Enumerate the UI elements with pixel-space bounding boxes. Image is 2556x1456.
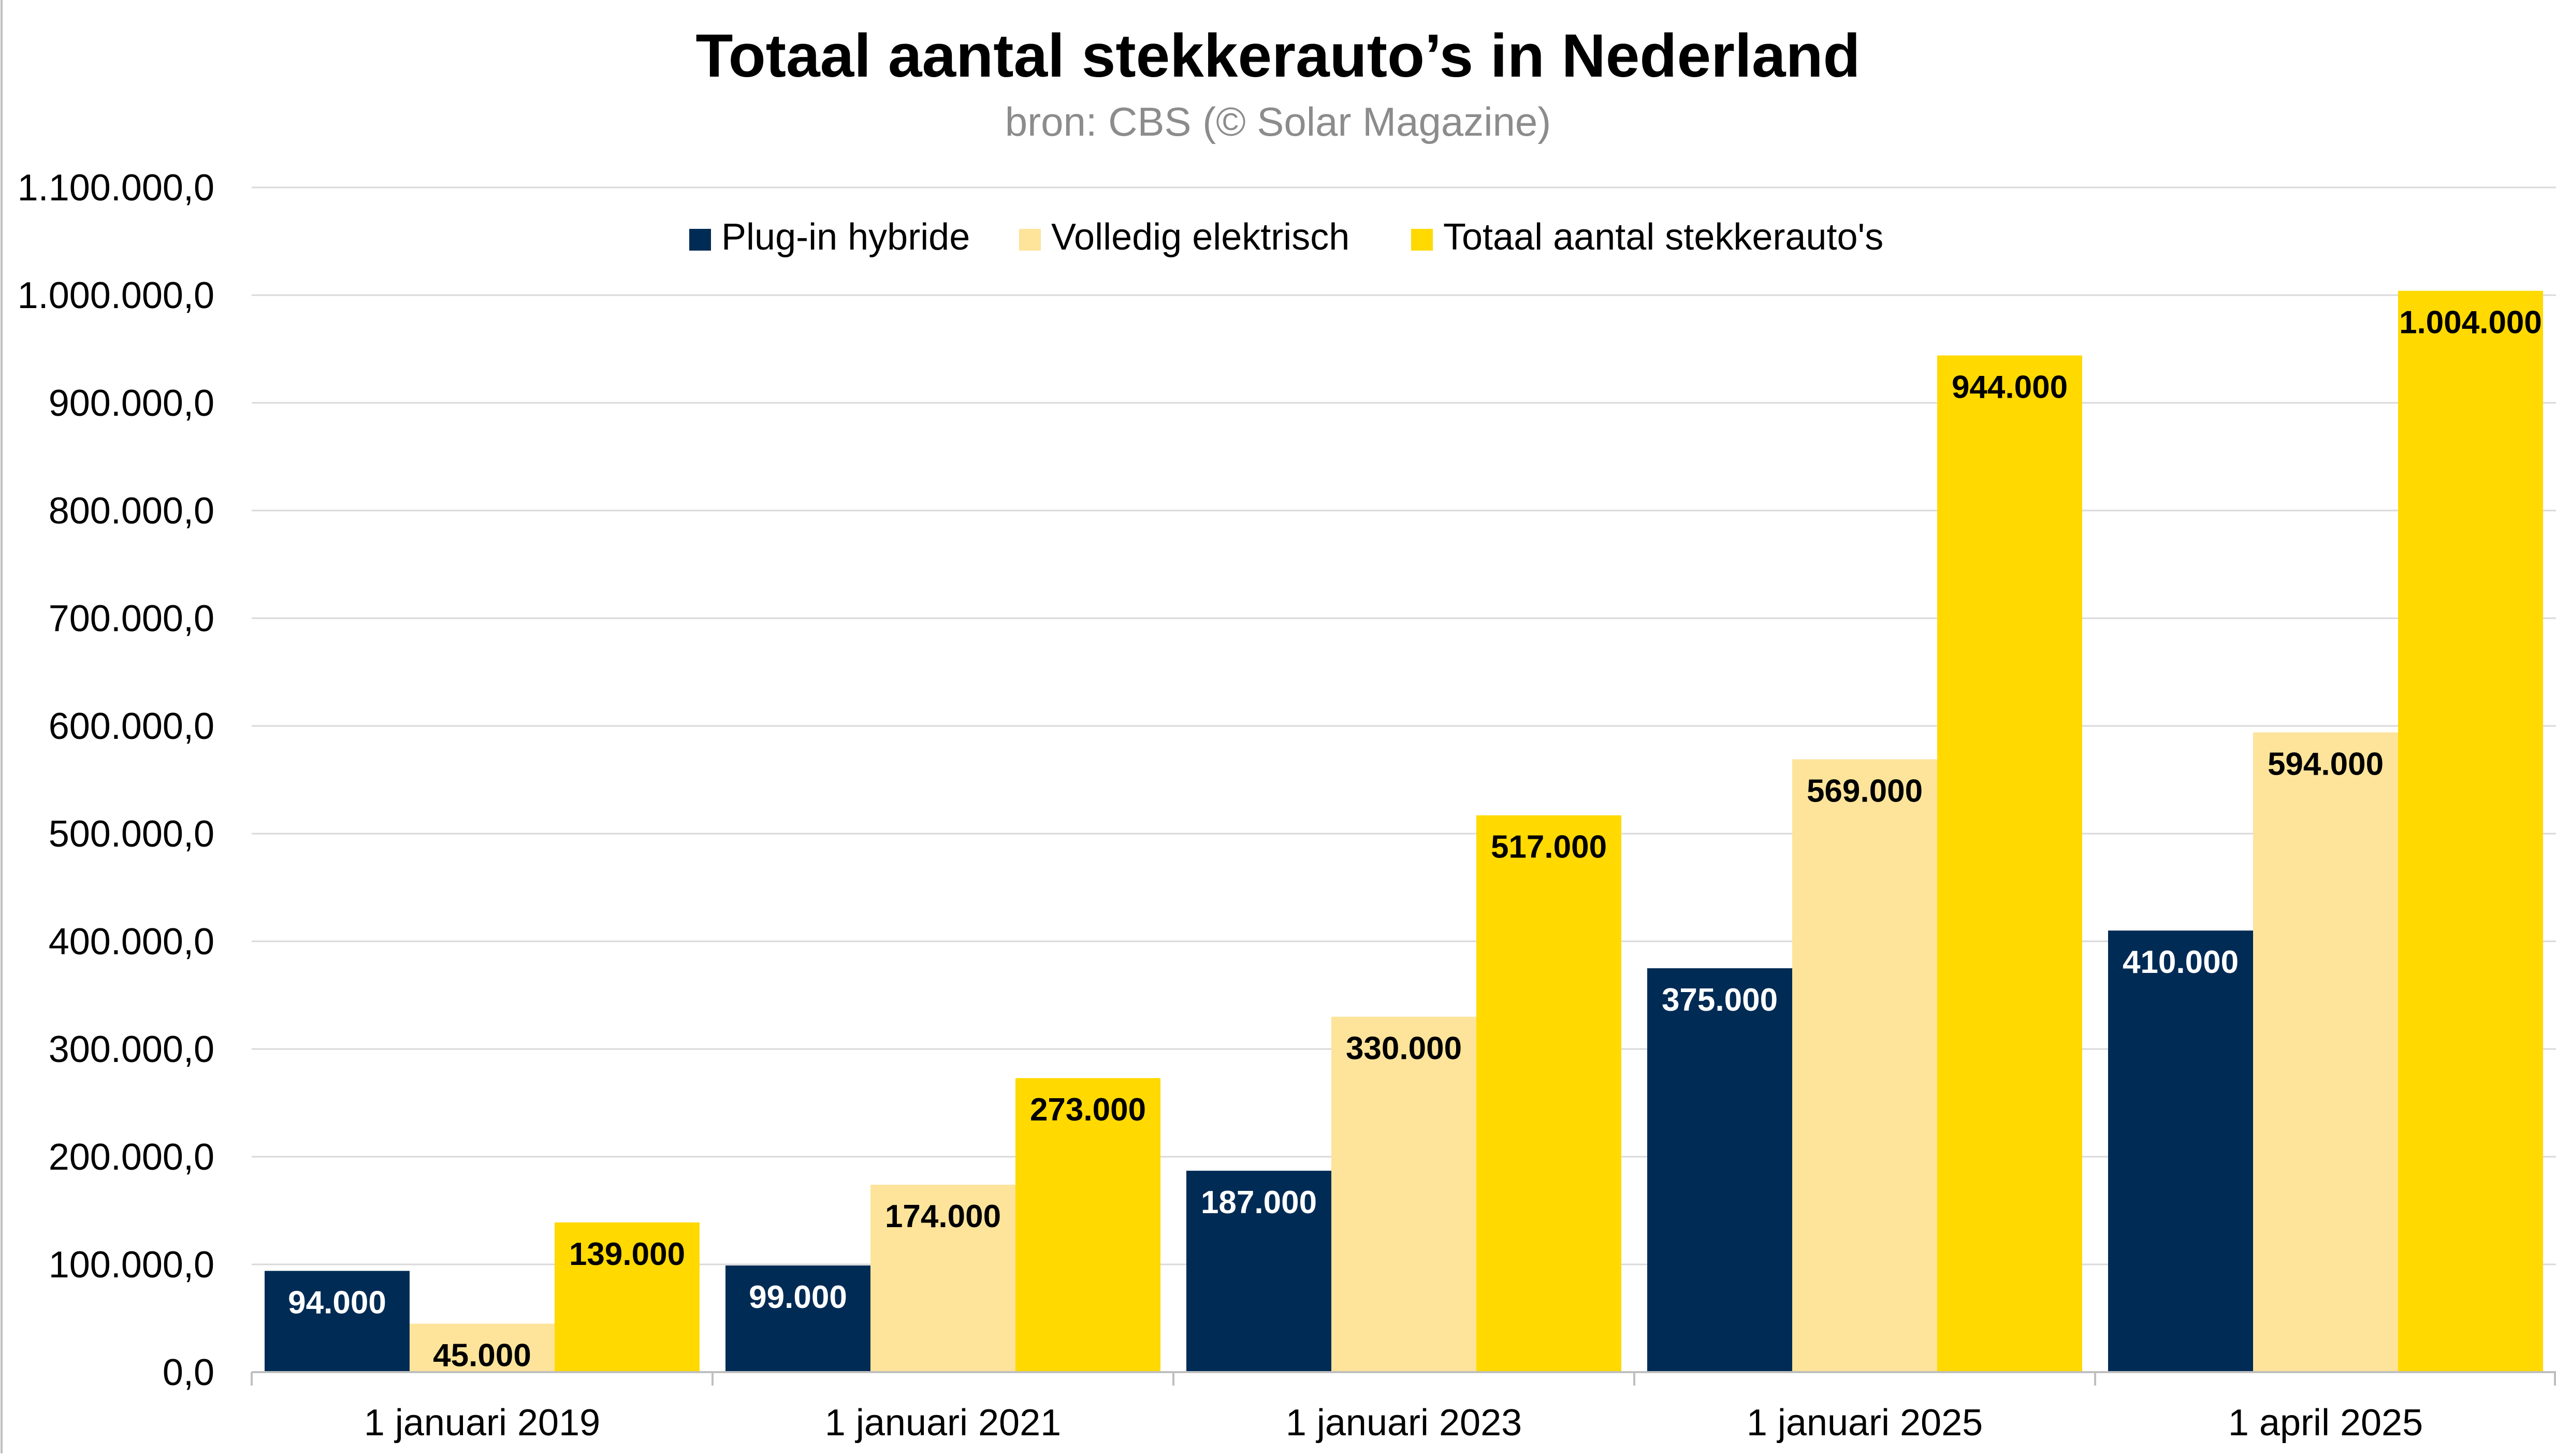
y-tick-label: 500.000,0	[49, 813, 214, 855]
x-tick-label: 1 januari 2019	[364, 1402, 600, 1444]
data-label: 594.000	[2268, 746, 2384, 782]
x-tick-label: 1 april 2025	[2228, 1402, 2423, 1444]
y-tick-label: 700.000,0	[49, 598, 214, 639]
y-tick-label: 600.000,0	[49, 706, 214, 747]
y-tick-label: 200.000,0	[49, 1137, 214, 1178]
data-label: 187.000	[1201, 1185, 1317, 1220]
bar-3-1	[555, 1222, 700, 1372]
data-label: 410.000	[2123, 944, 2239, 980]
y-tick-label: 0,0	[163, 1352, 214, 1393]
bar-1-4	[1647, 968, 1792, 1372]
legend-label: Volledig elektrisch	[1051, 216, 1349, 258]
legend-label: Plug-in hybride	[721, 216, 970, 258]
data-label: 569.000	[1807, 773, 1923, 809]
y-tick-label: 1.100.000,0	[18, 167, 214, 209]
x-tick-label: 1 januari 2023	[1286, 1402, 1522, 1444]
legend-swatch	[1019, 229, 1041, 251]
bar-1-5	[2108, 930, 2253, 1372]
bar-1-3	[1186, 1171, 1331, 1372]
x-tick-label: 1 januari 2021	[825, 1402, 1061, 1444]
chart-subtitle: bron: CBS (© Solar Magazine)	[1005, 99, 1551, 144]
x-axis: 1 januari 2019 1 januari 2021 1 januari 20…	[251, 1371, 2556, 1444]
legend: Plug-in hybride Volledig elektrisch Totaal…	[689, 216, 1883, 258]
y-axis: 0,0 100.000,0 200.000,0 300.000,0 400.000,0 5…	[18, 167, 214, 1393]
bar-2-3	[1331, 1016, 1476, 1372]
y-tick-label: 800.000,0	[49, 490, 214, 532]
bar-2-4	[1792, 759, 1937, 1372]
bar-1-1	[265, 1271, 410, 1372]
data-label: 517.000	[1491, 829, 1607, 865]
bar-3-3	[1476, 815, 1621, 1372]
data-label: 174.000	[885, 1199, 1001, 1234]
chart-title: Totaal aantal stekkerauto’s in Nederland	[695, 22, 1860, 90]
legend-swatch	[1411, 229, 1433, 251]
y-tick-label: 100.000,0	[49, 1244, 214, 1286]
data-label: 99.000	[749, 1279, 847, 1315]
bar-2-2	[870, 1185, 1015, 1372]
data-label: 139.000	[569, 1236, 685, 1272]
bar-3-2	[1015, 1078, 1160, 1372]
data-label: 273.000	[1030, 1092, 1146, 1128]
data-label: 944.000	[1952, 369, 2068, 405]
data-label: 94.000	[288, 1285, 386, 1320]
y-tick-label: 400.000,0	[49, 921, 214, 963]
x-tick-label: 1 januari 2025	[1747, 1402, 1983, 1444]
y-tick-label: 1.000.000,0	[18, 275, 214, 316]
bar-3-5	[2398, 290, 2543, 1373]
bar-2-1	[410, 1323, 555, 1372]
data-label: 1.004.000	[2399, 305, 2542, 341]
legend-label: Totaal aantal stekkerauto's	[1443, 216, 1883, 258]
bar-1-2	[725, 1265, 870, 1372]
bars	[265, 290, 2543, 1373]
y-tick-label: 900.000,0	[49, 383, 214, 424]
bar-3-4	[1937, 355, 2082, 1372]
data-labels: 94.000 45.000 139.000 99.000 174.000 273.000 1…	[288, 305, 2542, 1374]
legend-swatch	[689, 229, 711, 251]
y-tick-label: 300.000,0	[49, 1029, 214, 1070]
data-label: 45.000	[433, 1337, 531, 1373]
data-label: 375.000	[1662, 982, 1778, 1018]
data-label: 330.000	[1346, 1031, 1462, 1067]
bar-2-5	[2253, 732, 2398, 1372]
